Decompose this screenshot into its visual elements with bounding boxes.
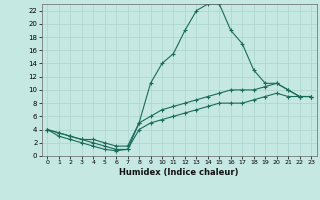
X-axis label: Humidex (Indice chaleur): Humidex (Indice chaleur) — [119, 168, 239, 177]
